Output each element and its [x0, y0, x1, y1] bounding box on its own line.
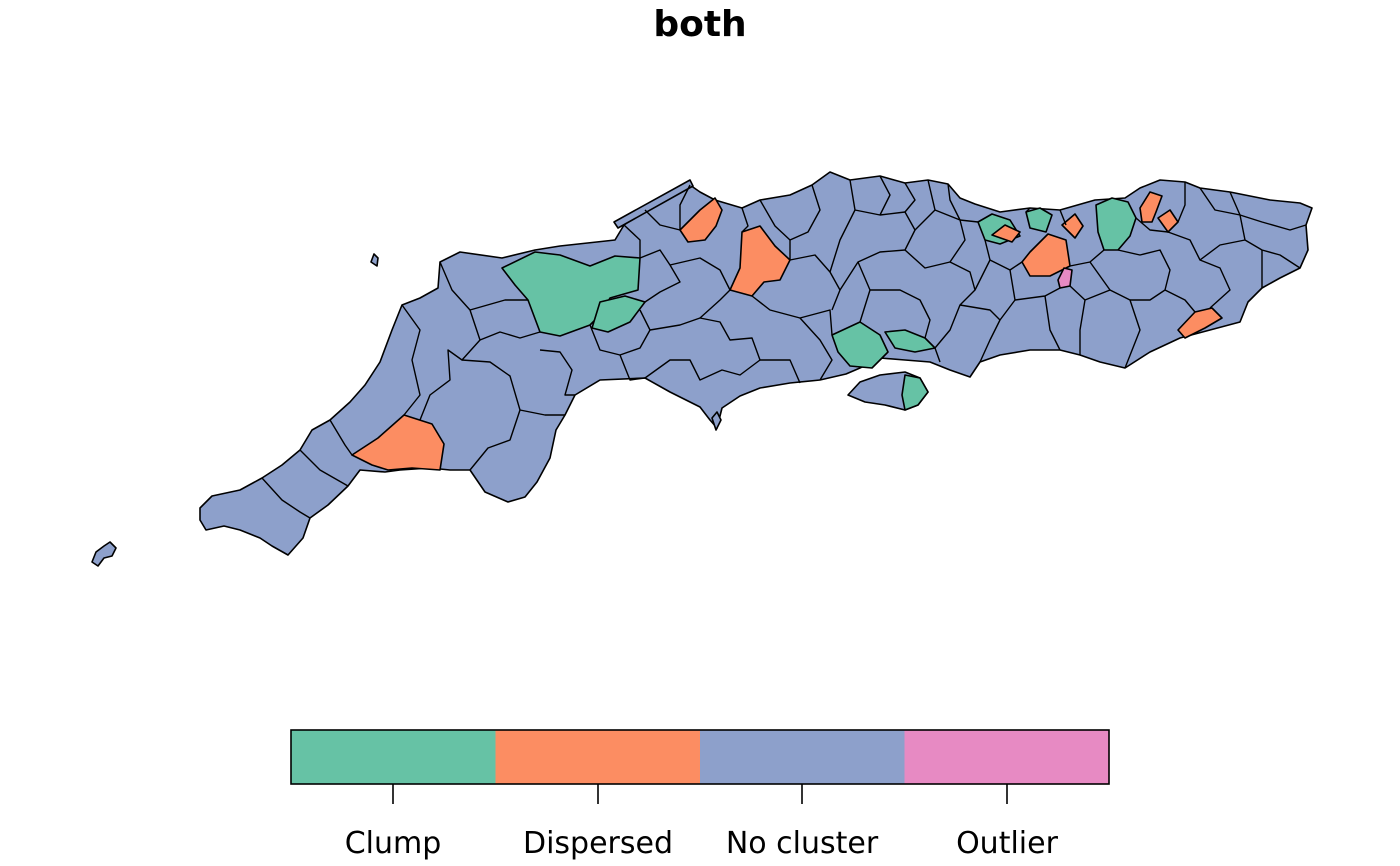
region-clump-3	[831, 321, 889, 369]
legend-swatch-clump	[291, 730, 496, 784]
region-dispersed-1	[679, 197, 723, 243]
legend-label-clump: Clump	[345, 826, 442, 861]
legend-label-outlier: Outlier	[956, 826, 1059, 861]
map-legend: Clump Dispersed No cluster Outlier	[290, 729, 1110, 861]
region-sliver	[613, 179, 694, 229]
region-clump-2	[591, 295, 646, 333]
region-outlier	[1057, 267, 1073, 289]
legend-swatch-no-cluster	[700, 730, 905, 784]
map-title: both	[653, 4, 746, 45]
region-scilly-islands	[91, 541, 117, 567]
region-clump-7	[1095, 197, 1137, 251]
region-dispersed-5	[1021, 233, 1071, 277]
region-isle-of-wight-east	[901, 374, 929, 411]
legend-label-no-cluster: No cluster	[726, 826, 879, 861]
region-clump-1	[501, 251, 641, 337]
region-dispersed-4	[991, 224, 1021, 243]
region-dispersed-7	[1139, 191, 1163, 223]
legend-swatch-dispersed	[495, 730, 700, 784]
region-clump-6	[1025, 207, 1053, 233]
legend-frame	[290, 729, 1110, 785]
region-small-island-south	[711, 411, 722, 431]
region-dispersed-6	[1061, 213, 1084, 239]
region-dispersed-2	[729, 225, 791, 297]
region-dispersed-3	[351, 414, 445, 471]
map-regions	[91, 171, 1313, 567]
district-borders	[261, 175, 1307, 519]
region-small-island-north	[370, 253, 379, 267]
legend-label-dispersed: Dispersed	[523, 826, 673, 861]
legend-swatch-outlier	[904, 730, 1109, 784]
